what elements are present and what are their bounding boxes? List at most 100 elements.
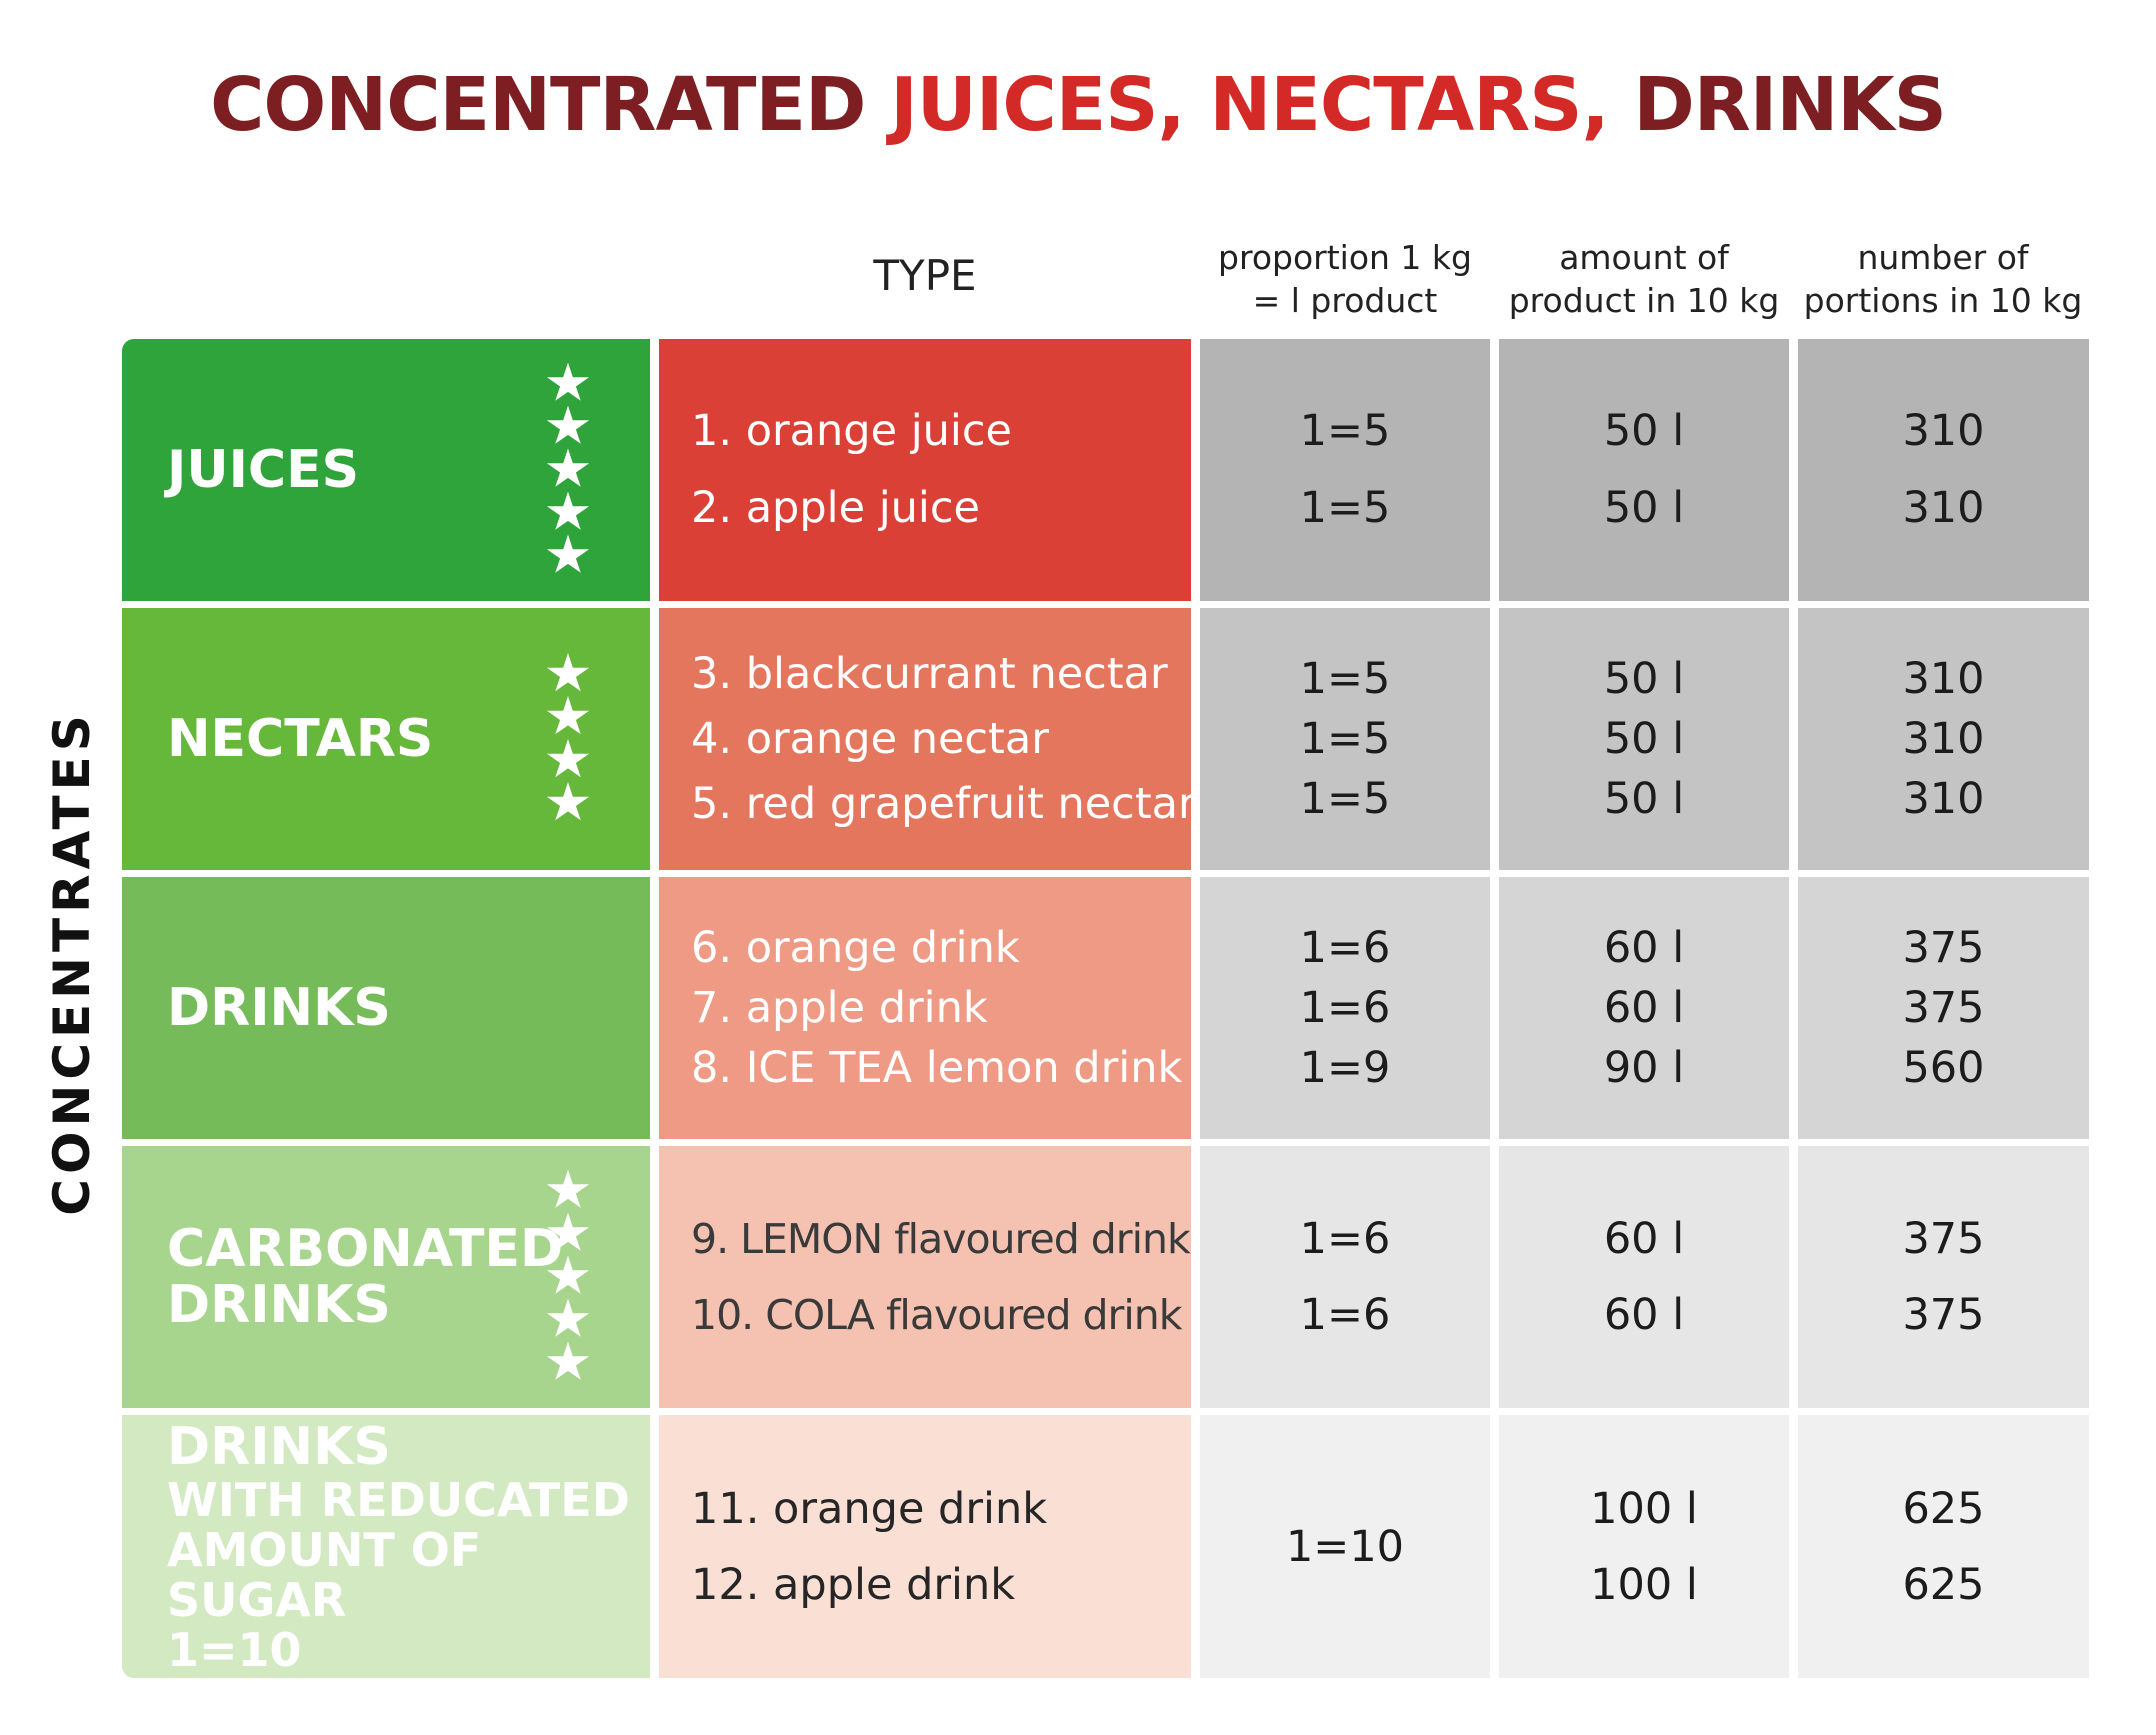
category-label: CARBONATED: [167, 1219, 564, 1279]
portions-drinks: 375 375 560: [1798, 877, 2089, 1139]
header-type: TYPE: [873, 251, 977, 300]
star-icon: [546, 782, 590, 821]
list-item: 8. ICE TEA lemon drink: [691, 1043, 1183, 1093]
star-icon: [546, 1298, 590, 1337]
list-item: 11. orange drink: [691, 1483, 1048, 1534]
title-part-2: JUICES, NECTARS,: [890, 62, 1634, 148]
list-item: 1. orange juice: [691, 406, 1012, 456]
portions-value: 375: [1902, 1290, 1985, 1340]
amount-juices: 50 l 50 l: [1499, 339, 1789, 601]
types-drinks: 6. orange drink 7. apple drink 8. ICE TE…: [659, 877, 1191, 1139]
portions-value: 310: [1902, 654, 1985, 704]
header-amount-line-1: amount of: [1559, 238, 1729, 277]
rating-stars: [546, 339, 590, 601]
amount-value: 50 l: [1603, 654, 1685, 704]
amount-drinks: 60 l 60 l 90 l: [1499, 877, 1789, 1139]
star-icon: [546, 1341, 590, 1380]
category-label: JUICES: [167, 440, 360, 500]
category-label: DRINKS: [167, 1416, 391, 1477]
list-item: 4. orange nectar: [691, 713, 1049, 764]
portions-value: 625: [1902, 1559, 1985, 1610]
header-portions-line-1: number of: [1857, 238, 2029, 277]
star-icon: [546, 362, 590, 401]
portions-value: 310: [1902, 774, 1985, 824]
proportion-value: 1=5: [1299, 714, 1391, 764]
proportion-value: 1=5: [1299, 774, 1391, 824]
portions-value: 625: [1902, 1483, 1985, 1534]
amount-value: 90 l: [1603, 1043, 1685, 1093]
portions-value: 375: [1902, 983, 1985, 1033]
amount-value: 100 l: [1590, 1559, 1698, 1610]
proportion-value: 1=6: [1299, 1290, 1391, 1340]
types-reduced-sugar-drinks: 11. orange drink 12. apple drink: [659, 1415, 1191, 1678]
star-icon: [546, 448, 590, 487]
concentrates-label-text: CONCENTRATES: [43, 710, 101, 1216]
types-carbonated-drinks: 9. LEMON flavoured drink 10. COLA flavou…: [659, 1146, 1191, 1408]
list-item: 12. apple drink: [691, 1559, 1016, 1610]
star-icon: [546, 405, 590, 444]
amount-reduced-sugar-drinks: 100 l 100 l: [1499, 1415, 1789, 1678]
amount-value: 50 l: [1603, 406, 1685, 456]
amount-value: 60 l: [1603, 1290, 1685, 1340]
portions-juices: 310 310: [1798, 339, 2089, 601]
header-portions-line-2: portions in 10 kg: [1803, 281, 2083, 320]
header-portions: number of portions in 10 kg: [1783, 236, 2103, 322]
list-item: 5. red grapefruit nectar: [691, 778, 1196, 829]
portions-value: 310: [1902, 406, 1985, 456]
header-amount-line-2: product in 10 kg: [1508, 281, 1780, 320]
list-item: 10. COLA flavoured drink: [691, 1291, 1183, 1339]
header-proportion-line-1: proportion 1 kg: [1218, 238, 1472, 277]
proportion-value: 1=5: [1299, 654, 1391, 704]
list-item: 6. orange drink: [691, 923, 1020, 973]
category-drinks: DRINKS: [122, 877, 650, 1139]
amount-value: 50 l: [1603, 774, 1685, 824]
category-nectars: NECTARS: [122, 608, 650, 870]
amount-value: 60 l: [1603, 1214, 1685, 1264]
portions-carbonated-drinks: 375 375: [1798, 1146, 2089, 1408]
portions-value: 310: [1902, 483, 1985, 533]
star-icon: [546, 534, 590, 573]
star-icon: [546, 1255, 590, 1294]
category-label: DRINKS: [167, 1275, 391, 1335]
rating-stars: [546, 608, 590, 870]
category-sublabel: WITH REDUCATED: [167, 1472, 630, 1527]
proportion-value: 1=5: [1299, 483, 1391, 533]
star-icon: [546, 739, 590, 778]
portions-reduced-sugar-drinks: 625 625: [1798, 1415, 2089, 1678]
list-item: 2. apple juice: [691, 483, 980, 533]
title-part-1: CONCENTRATED: [210, 62, 891, 148]
list-item: 7. apple drink: [691, 983, 988, 1033]
header-proportion-line-2: = l product: [1252, 281, 1438, 320]
amount-value: 50 l: [1603, 714, 1685, 764]
portions-value: 375: [1902, 1214, 1985, 1264]
amount-value: 100 l: [1590, 1483, 1698, 1534]
proportion-value: 1=6: [1299, 923, 1391, 973]
amount-value: 50 l: [1603, 483, 1685, 533]
page-title: CONCENTRATED JUICES, NECTARS, DRINKS: [0, 62, 2156, 148]
rating-stars: [546, 1146, 590, 1408]
star-icon: [546, 696, 590, 735]
portions-value: 560: [1902, 1043, 1985, 1093]
types-juices: 1. orange juice 2. apple juice: [659, 339, 1191, 601]
proportion-value: 1=10: [1285, 1521, 1405, 1572]
amount-value: 60 l: [1603, 923, 1685, 973]
list-item: 3. blackcurrant nectar: [691, 648, 1168, 699]
category-juices: JUICES: [122, 339, 650, 601]
amount-carbonated-drinks: 60 l 60 l: [1499, 1146, 1789, 1408]
proportion-value: 1=9: [1299, 1043, 1391, 1093]
amount-value: 60 l: [1603, 983, 1685, 1033]
star-icon: [546, 491, 590, 530]
title-part-3: DRINKS: [1633, 62, 1947, 148]
types-nectars: 3. blackcurrant nectar 4. orange nectar …: [659, 608, 1196, 870]
proportion-reduced-sugar-drinks: 1=10: [1200, 1415, 1490, 1678]
proportion-carbonated-drinks: 1=6 1=6: [1200, 1146, 1490, 1408]
proportion-value: 1=5: [1299, 406, 1391, 456]
category-label: NECTARS: [167, 709, 434, 769]
list-item: 9. LEMON flavoured drink: [691, 1215, 1191, 1263]
amount-nectars: 50 l 50 l 50 l: [1499, 608, 1789, 870]
proportion-drinks: 1=6 1=6 1=9: [1200, 877, 1490, 1139]
header-amount: amount of product in 10 kg: [1484, 236, 1804, 322]
portions-value: 375: [1902, 923, 1985, 973]
star-icon: [546, 653, 590, 692]
proportion-nectars: 1=5 1=5 1=5: [1200, 608, 1490, 870]
